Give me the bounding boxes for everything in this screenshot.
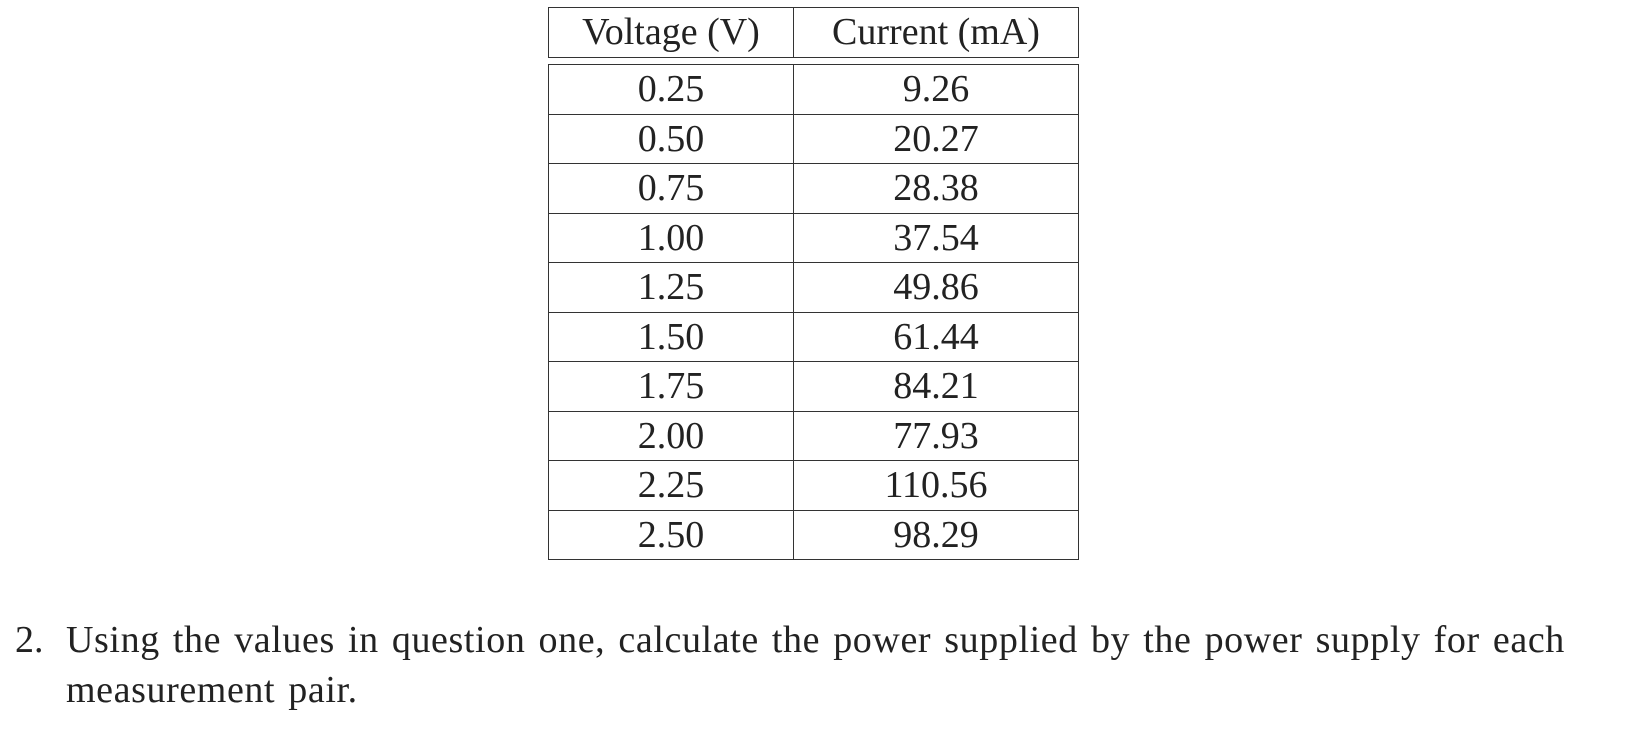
- table-cell: 2.25: [548, 460, 794, 511]
- table-row: 1.75 84.21: [548, 361, 1079, 412]
- table-cell: 1.75: [548, 361, 794, 412]
- table-row: 1.00 37.54: [548, 212, 1079, 263]
- table-cell: 1.00: [548, 212, 794, 263]
- table-cell: 98.29: [793, 509, 1079, 560]
- table-cell: 1.50: [548, 311, 794, 362]
- table-row: 1.50 61.44: [548, 311, 1079, 362]
- table-cell: 84.21: [793, 361, 1079, 412]
- table-cell: 37.54: [793, 212, 1079, 263]
- table-cell: 61.44: [793, 311, 1079, 362]
- table-cell: 9.26: [793, 64, 1079, 115]
- header-row: Voltage (V) Current (mA): [548, 7, 1079, 58]
- table-cell: 110.56: [793, 460, 1079, 511]
- table-row: 2.00 77.93: [548, 410, 1079, 461]
- table-row: 1.25 49.86: [548, 262, 1079, 313]
- table-cell: 0.75: [548, 163, 794, 214]
- table-row: 0.50 20.27: [548, 113, 1079, 164]
- header-cell: Voltage (V): [548, 7, 794, 58]
- table-cell: 49.86: [793, 262, 1079, 313]
- question-number: 2.: [15, 619, 44, 661]
- table-cell: 0.25: [548, 64, 794, 115]
- table-header: Voltage (V) Current (mA): [548, 7, 1079, 58]
- table-row: 0.25 9.26: [548, 64, 1079, 115]
- table-cell: 28.38: [793, 163, 1079, 214]
- table-row: 2.25 110.56: [548, 460, 1079, 511]
- table-cell: 77.93: [793, 410, 1079, 461]
- table-row: 0.75 28.38: [548, 163, 1079, 214]
- table-cell: 20.27: [793, 113, 1079, 164]
- table-cell: 2.50: [548, 509, 794, 560]
- table-row: 2.50 98.29: [548, 509, 1079, 560]
- question-text: Using the values in question one, calcul…: [66, 619, 1565, 711]
- table-cell: 2.00: [548, 410, 794, 461]
- table-cell: 0.50: [548, 113, 794, 164]
- header-cell: Current (mA): [793, 7, 1079, 58]
- table-cell: 1.25: [548, 262, 794, 313]
- table-body: 0.25 9.26 0.50 20.27 0.75 28.38 1.00 37.54 1.25 4…: [548, 64, 1079, 560]
